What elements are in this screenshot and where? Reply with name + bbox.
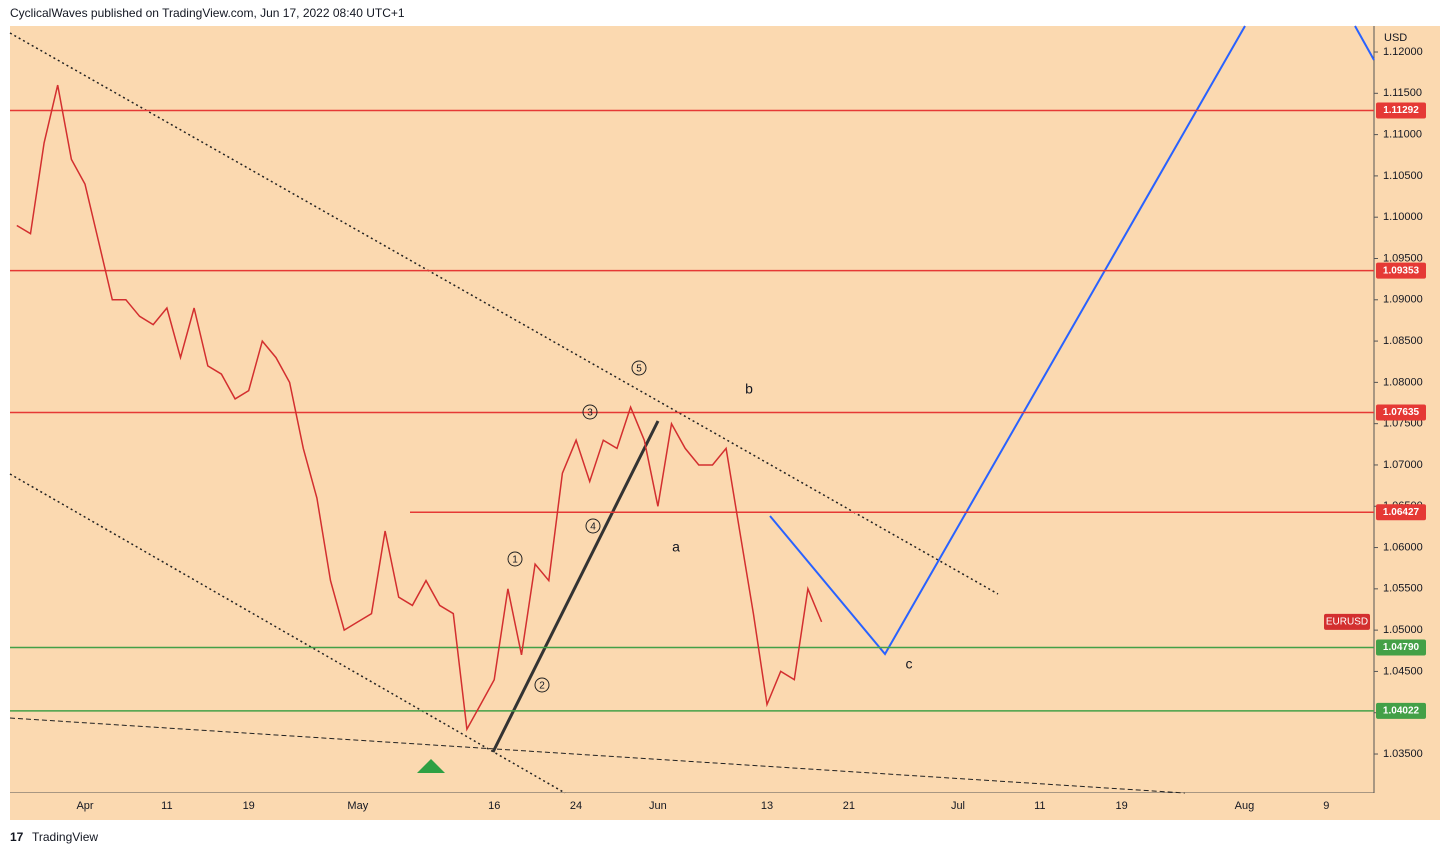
level-label-bg [1376,504,1426,521]
x-tick-label: Apr [76,800,93,812]
y-tick-label: 1.06000 [1383,541,1423,553]
y-tick-label: 1.03500 [1383,748,1423,760]
level-label-bg [1376,702,1426,719]
x-tick-label: Jul [951,800,965,812]
plot-area [10,26,1374,793]
trend-line [9,473,566,794]
wave-label: 3 [587,408,593,419]
level-label: 1.07635 [1383,407,1420,418]
x-tick-label: Jun [649,800,667,812]
drawings [9,25,1375,794]
x-tick-label: 11 [161,800,172,812]
wave-label: 4 [590,522,596,533]
y-tick-label: 1.05000 [1383,624,1423,636]
wave-circle [534,677,550,693]
wave-label: 1 [512,555,518,566]
arrow-up [417,759,445,773]
level-label-bg [1376,262,1426,279]
wave-label: b [745,381,753,397]
wave-circle [585,518,601,534]
wave-circle [582,404,598,420]
level-label: 1.04022 [1383,706,1420,717]
wave-label: 5 [636,364,642,375]
x-tick-label: 13 [761,800,773,812]
x-tick-label: 9 [1323,800,1329,812]
level-label: 1.09353 [1383,265,1420,276]
y-tick-label: 1.11000 [1383,129,1422,141]
y-tick-label: 1.09000 [1383,294,1423,306]
wave-label: 2 [539,681,545,692]
x-tick-label: 16 [488,800,500,812]
wave-circle [631,360,647,376]
y-tick-label: 1.10000 [1383,211,1423,223]
level-label: 1.04790 [1383,642,1420,653]
x-tick-label: 21 [843,800,855,812]
y-tick-label: 1.07500 [1383,418,1423,430]
y-tick-label: 1.11500 [1383,87,1422,99]
projection [769,25,1246,656]
y-tick-label: 1.05500 [1383,583,1423,595]
projection [1354,25,1375,61]
wave-circle [507,551,523,567]
price-line [16,84,823,732]
x-tick-label: May [347,800,368,812]
x-tick-label: 19 [243,800,255,812]
level-label: 1.06427 [1383,507,1420,518]
x-tick-label: 19 [1116,800,1128,812]
header: CyclicalWaves published on TradingView.c… [10,6,405,20]
level-label-bg [1376,102,1426,119]
level-label-bg [1376,404,1426,421]
symbol-label-bg [1324,613,1370,630]
trend-line [9,717,1186,794]
y-tick-label: 1.08500 [1383,335,1423,347]
logo: 17 [10,830,24,844]
time-axis [10,793,1440,820]
impulse-line [491,420,660,753]
annotations: 5 3 1 4 2 b a c [507,360,913,693]
x-tick-label: 24 [570,800,582,812]
y-tick-label: 1.04500 [1383,665,1423,677]
symbol-label: EURUSD [1326,617,1368,628]
x-tick-label: Aug [1235,800,1255,812]
y-tick-label: 1.10500 [1383,170,1423,182]
level-label: 1.11292 [1383,105,1419,116]
footer: TradingView [32,830,98,844]
x-tick-label: 11 [1034,800,1045,812]
wave-label: c [906,656,913,672]
y-tick-label: 1.07000 [1383,459,1423,471]
wave-label: a [672,539,680,555]
currency: USD [1384,32,1407,44]
y-tick-label: 1.12000 [1383,46,1423,58]
level-label-bg [1376,639,1426,656]
y-tick-label: 1.08000 [1383,376,1423,388]
y-tick-label: 1.09500 [1383,252,1423,264]
trend-line [9,32,999,595]
